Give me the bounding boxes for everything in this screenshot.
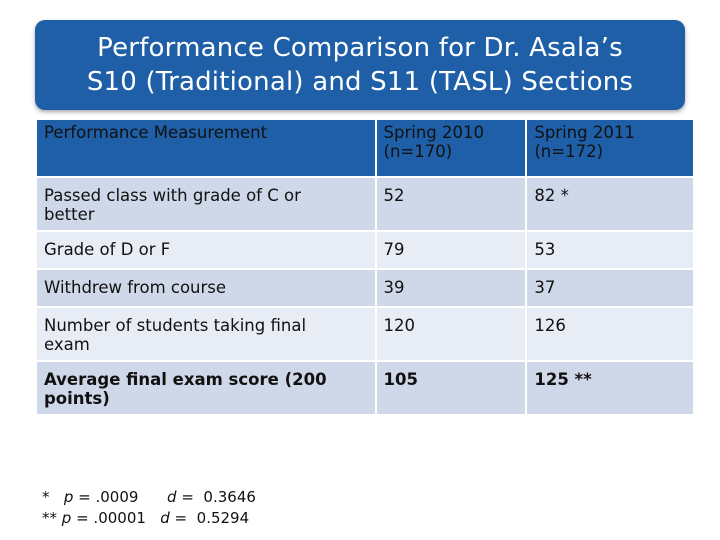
cell-spring-2010: 79 (376, 232, 526, 268)
p-label: p (63, 488, 74, 506)
table-row-avg-final-score: Average final exam score (200 points) 10… (37, 362, 693, 414)
statistics-footnotes: * p = .0009 d = 0.3646 ** p = .00001 d =… (42, 487, 256, 529)
cell-spring-2010: 105 (376, 362, 526, 414)
table-row-taking-final: Number of students taking final exam 120… (37, 308, 693, 360)
footnote-mark: ** (42, 509, 57, 527)
table-row-grade-d-f: Grade of D or F 79 53 (37, 232, 693, 268)
table-row-withdrew: Withdrew from course 39 37 (37, 270, 693, 306)
d-value: = 0.5294 (174, 509, 250, 527)
header-sample-size: (n=170) (383, 142, 453, 161)
cell-spring-2010: 52 (376, 178, 526, 230)
row-label: Passed class with grade of C or better (37, 178, 375, 230)
row-label-line-2: points) (44, 389, 110, 408)
row-label: Grade of D or F (37, 232, 375, 268)
p-value: = .0009 (78, 488, 139, 506)
header-sample-size: (n=172) (534, 142, 604, 161)
cell-spring-2010: 39 (376, 270, 526, 306)
cell-spring-2011: 82 * (527, 178, 693, 230)
d-label: d (160, 509, 170, 527)
slide-title-line-1: Performance Comparison for Dr. Asala’s (97, 33, 623, 63)
d-value: = 0.3646 (181, 488, 256, 506)
performance-table: Performance Measurement Spring 2010 (n=1… (35, 118, 695, 416)
table-header-row: Performance Measurement Spring 2010 (n=1… (37, 120, 693, 176)
header-label: Performance Measurement (44, 123, 268, 142)
cell-spring-2011: 125 ** (527, 362, 693, 414)
footnote-single-star: * p = .0009 d = 0.3646 (42, 487, 256, 508)
slide-title-banner: Performance Comparison for Dr. Asala’s S… (35, 20, 685, 110)
row-label-line-2: exam (44, 335, 90, 354)
header-label: Spring 2010 (383, 123, 484, 142)
cell-spring-2011: 37 (527, 270, 693, 306)
d-label: d (167, 488, 177, 506)
header-spring-2011: Spring 2011 (n=172) (527, 120, 693, 176)
row-label-line-1: Number of students taking final (44, 316, 307, 335)
slide-title-line-2: S10 (Traditional) and S11 (TASL) Section… (86, 67, 634, 97)
footnote-double-star: ** p = .00001 d = 0.5294 (42, 508, 256, 529)
row-label-line-1: Passed class with grade of C or (44, 186, 301, 205)
row-label: Number of students taking final exam (37, 308, 375, 360)
table-row-passed: Passed class with grade of C or better 5… (37, 178, 693, 230)
cell-spring-2011: 126 (527, 308, 693, 360)
header-label: Spring 2011 (534, 123, 635, 142)
row-label-line-1: Average final exam score (200 (44, 370, 327, 389)
row-label: Average final exam score (200 points) (37, 362, 375, 414)
cell-spring-2010: 120 (376, 308, 526, 360)
footnote-mark: * (42, 488, 50, 506)
p-label: p (61, 509, 72, 527)
header-performance-measurement: Performance Measurement (37, 120, 375, 176)
row-label: Withdrew from course (37, 270, 375, 306)
p-value: = .00001 (76, 509, 146, 527)
header-spring-2010: Spring 2010 (n=170) (376, 120, 526, 176)
cell-spring-2011: 53 (527, 232, 693, 268)
row-label-line-2: better (44, 205, 95, 224)
